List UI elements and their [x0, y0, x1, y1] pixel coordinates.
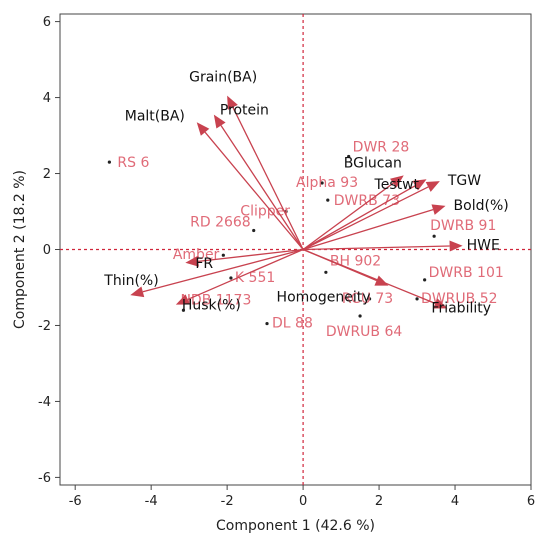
loading-arrowhead [175, 294, 190, 305]
genotype-label: DWRB 73 [334, 193, 400, 209]
loading-arrowhead [196, 122, 210, 136]
variable-label: Husk(%) [182, 298, 241, 314]
genotype-label: K 551 [235, 270, 275, 286]
loading-arrowhead [185, 255, 199, 267]
y-tick-label: 2 [43, 167, 51, 182]
genotype-points-layer [107, 154, 436, 326]
y-tick-label: 6 [43, 15, 51, 30]
genotype-point [358, 314, 362, 318]
y-tick-label: -2 [38, 319, 51, 334]
genotype-point [415, 297, 419, 301]
y-tick-label: -6 [38, 471, 51, 486]
x-tick-label: -2 [221, 494, 234, 509]
x-tick-label: -6 [69, 494, 82, 509]
variable-label: Grain(BA) [189, 70, 257, 86]
loading-vector [302, 248, 377, 282]
genotype-point [221, 253, 225, 257]
genotype-label: DWR 28 [353, 139, 410, 155]
genotype-label: RCU 73 [342, 291, 393, 307]
loading-vector [302, 209, 434, 251]
x-tick-label: 0 [299, 494, 307, 509]
loading-arrowhead [390, 175, 404, 188]
loading-vector [142, 248, 304, 293]
x-tick-label: 6 [527, 494, 535, 509]
variable-label: Testwt [374, 177, 420, 193]
genotype-point [367, 297, 372, 301]
y-tick-label: 0 [43, 243, 51, 258]
genotype-point [265, 321, 269, 326]
loading-arrowhead [227, 95, 238, 110]
variable-label: BGlucan [344, 155, 402, 171]
variable-label: Protein [220, 103, 269, 119]
variable-label: TGW [447, 173, 481, 189]
x-tick-label: -4 [145, 494, 158, 509]
loading-vectors-layer [130, 95, 463, 309]
genotype-label: DWRB 91 [430, 218, 496, 234]
axis-ticks-layer: -6 -4 -2 0 2 4 6 -6 -4 -2 0 2 4 6 [38, 15, 535, 509]
genotype-point [320, 181, 324, 185]
genotype-label: RD 2668 [190, 215, 251, 231]
loading-arrowhead [213, 114, 226, 129]
loading-vector [302, 185, 416, 251]
variable-labels-layer: Grain(BA) Protein Malt(BA) BGlucan Testwt TGW… [103, 70, 508, 317]
genotype-label: Alpha 93 [296, 175, 358, 191]
variable-label: Malt(BA) [125, 108, 185, 124]
loading-arrowhead [433, 298, 448, 309]
genotype-point [252, 228, 256, 233]
genotype-point [181, 308, 186, 312]
loading-arrowhead [431, 204, 446, 215]
loading-arrowhead [412, 179, 427, 191]
genotype-point [432, 234, 436, 238]
variable-label: Thin(%) [103, 273, 158, 289]
variable-label: HWE [467, 238, 500, 254]
loading-arrowhead [449, 240, 463, 252]
genotype-label: BH 902 [330, 253, 381, 269]
variable-label: Friability [431, 300, 491, 316]
loading-vector [198, 248, 304, 262]
y-tick-label: 4 [43, 91, 51, 106]
genotype-point [423, 278, 427, 282]
loading-arrowhead [374, 275, 389, 286]
loading-arrowhead [130, 286, 145, 298]
loading-vector [303, 245, 450, 251]
loading-vector [302, 182, 394, 251]
loading-vector [302, 186, 429, 251]
variable-label: FR [195, 256, 213, 272]
genotype-point [324, 270, 328, 274]
x-axis-title: Component 1 (42.6 %) [216, 518, 375, 534]
plot-frame-layer [59, 13, 532, 486]
genotype-point [326, 198, 330, 202]
loading-vector [232, 107, 304, 250]
genotype-label: DL 88 [272, 316, 313, 332]
genotype-point [347, 154, 351, 159]
variable-label: Homogeneity [277, 290, 371, 306]
loading-vector [187, 248, 304, 301]
genotype-label: DWRB 101 [429, 265, 504, 281]
genotype-label: Clipper [240, 204, 290, 220]
y-axis-title: Component 2 (18.2 %) [12, 170, 28, 329]
y-tick-label: -4 [38, 395, 51, 410]
variable-label: Bold(%) [454, 198, 509, 214]
genotype-label: RS 6 [117, 155, 149, 171]
genotype-label: NDB 1173 [180, 292, 251, 308]
genotype-point [107, 160, 111, 164]
x-tick-label: 4 [451, 494, 459, 509]
loading-vector [220, 125, 304, 250]
loading-vector [204, 131, 304, 250]
x-tick-label: 2 [375, 494, 383, 509]
loading-arrowhead [425, 181, 440, 192]
genotype-point [229, 276, 233, 280]
genotype-label: DWRUB 64 [326, 324, 403, 340]
genotype-label: Amber [173, 247, 220, 263]
